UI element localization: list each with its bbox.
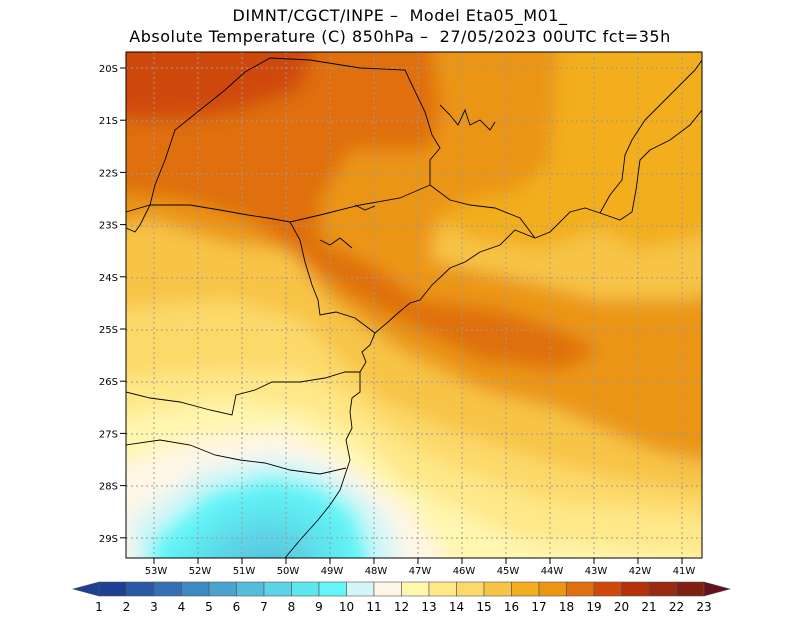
longitude-labels: 53W 52W 51W 50W 49W 48W 47W 46W 45W 44W 43W 42W 41W <box>145 558 696 577</box>
colorbar-label: 5 <box>205 600 213 614</box>
map-title-line-2: Absolute Temperature (C) 850hPa – 27/05/… <box>129 27 671 46</box>
lat-label: 29S <box>99 534 118 545</box>
colorbar-label: 10 <box>339 600 354 614</box>
lat-label: 27S <box>99 429 118 440</box>
lon-label: 53W <box>145 566 168 577</box>
colorbar-label: 12 <box>394 600 409 614</box>
colorbar-label: 7 <box>260 600 268 614</box>
graticule <box>126 52 702 558</box>
colorbar-label: 14 <box>449 600 464 614</box>
colorbar-swatch <box>593 581 622 597</box>
colorbar-label: 19 <box>586 600 601 614</box>
colorbar-swatch <box>346 581 375 597</box>
colorbar-swatch <box>456 581 485 597</box>
colorbar-label: 9 <box>315 600 323 614</box>
colorbar-swatch <box>153 581 182 597</box>
colorbar-swatch <box>126 581 155 597</box>
lon-label: 45W <box>497 566 520 577</box>
state-border-sc-rs <box>126 439 347 475</box>
temperature-field <box>126 52 702 558</box>
colorbar-label: 4 <box>178 600 186 614</box>
state-border-ms <box>126 204 151 233</box>
coastline <box>284 109 702 558</box>
colorbar-swatch <box>511 581 540 597</box>
lat-label: 22S <box>99 168 118 179</box>
colorbar-swatch <box>236 581 265 597</box>
lat-label: 20S <box>99 64 118 75</box>
map-frame <box>125 51 703 559</box>
colorbar-label: 18 <box>559 600 574 614</box>
colorbar-label: 17 <box>531 600 546 614</box>
colorbar-label: 16 <box>504 600 519 614</box>
colorbar-swatch <box>483 581 512 597</box>
colorbar-label: 21 <box>641 600 656 614</box>
colorbar-label: 1 <box>95 600 103 614</box>
colorbar-swatch <box>318 581 347 597</box>
colorbar-swatch <box>428 581 457 597</box>
lat-label: 24S <box>99 273 118 284</box>
lake-1 <box>439 104 496 131</box>
colorbar-label: 20 <box>614 600 629 614</box>
colorbar-swatch <box>208 581 237 597</box>
lon-label: 48W <box>365 566 388 577</box>
lon-label: 43W <box>585 566 608 577</box>
colorbar-label: 6 <box>233 600 241 614</box>
colorbar-label: 22 <box>669 600 684 614</box>
state-border-sp-rj <box>429 184 536 239</box>
boundaries <box>126 57 702 558</box>
state-border-mg-es <box>599 59 702 214</box>
colorbar-swatch <box>263 581 292 597</box>
lon-label: 44W <box>541 566 564 577</box>
lon-label: 46W <box>453 566 476 577</box>
state-border-sp-pr <box>289 221 376 334</box>
colorbar: 1 2 3 4 5 6 7 8 9 10 11 12 13 14 15 16 17 18 19 20 21 22 23 <box>71 581 732 614</box>
colorbar-label: 2 <box>123 600 131 614</box>
colorbar-label: 15 <box>476 600 491 614</box>
colorbar-label: 8 <box>288 600 296 614</box>
colorbar-high-arrow <box>703 581 732 597</box>
colorbar-swatch <box>401 581 430 597</box>
colorbar-swatch <box>621 581 650 597</box>
lon-label: 41W <box>673 566 696 577</box>
colorbar-swatch <box>566 581 595 597</box>
colorbar-swatch <box>648 581 677 597</box>
lon-label: 52W <box>189 566 212 577</box>
colorbar-swatch <box>373 581 402 597</box>
state-border-pr-sc <box>126 371 360 416</box>
lat-label: 25S <box>99 325 118 336</box>
lake-2 <box>319 237 353 249</box>
state-border-mg-sp <box>126 57 441 223</box>
colorbar-low-arrow <box>71 581 100 597</box>
lat-label: 21S <box>99 116 118 127</box>
colorbar-label: 3 <box>150 600 158 614</box>
map-title-line-1: DIMNT/CGCT/INPE – Model Eta05_M01_ <box>232 6 568 25</box>
lon-label: 49W <box>321 566 344 577</box>
colorbar-label: 11 <box>366 600 381 614</box>
lat-label: 23S <box>99 221 118 232</box>
latitude-labels: 20S 21S 22S 23S 24S 25S 26S 27S 28S 29S <box>99 64 126 545</box>
lon-label: 51W <box>233 566 256 577</box>
colorbar-label: 23 <box>696 600 711 614</box>
lake-3 <box>354 204 376 211</box>
colorbar-swatch <box>291 581 320 597</box>
colorbar-swatch <box>98 581 127 597</box>
lon-label: 42W <box>629 566 652 577</box>
colorbar-label: 13 <box>421 600 436 614</box>
lat-label: 26S <box>99 377 118 388</box>
lat-label: 28S <box>99 482 118 493</box>
colorbar-swatch <box>676 581 705 597</box>
colorbar-swatch <box>538 581 567 597</box>
colorbar-swatch <box>181 581 210 597</box>
lon-label: 47W <box>409 566 432 577</box>
lon-label: 50W <box>277 566 300 577</box>
